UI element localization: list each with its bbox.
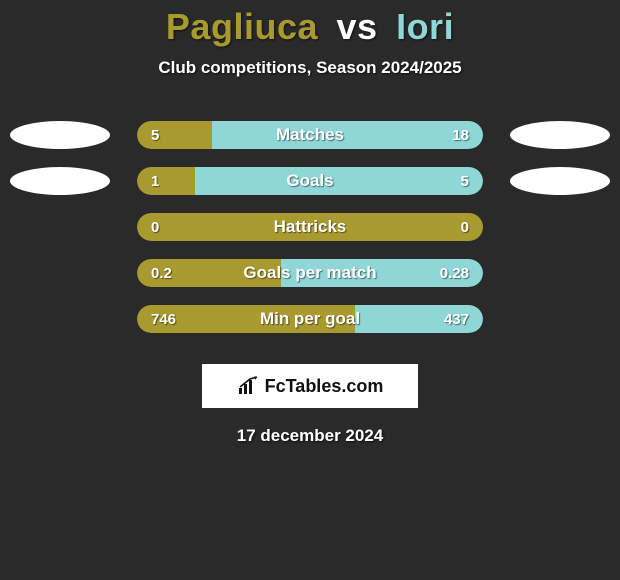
date-line: 17 december 2024 (0, 426, 620, 446)
brand-box: FcTables.com (202, 364, 418, 408)
stat-label: Hattricks (137, 213, 483, 241)
team-badge-left (10, 121, 110, 149)
team-badge-left (10, 167, 110, 195)
player1-name: Pagliuca (166, 6, 318, 47)
stat-label: Matches (137, 121, 483, 149)
team-badge-right (510, 167, 610, 195)
stat-row: 0.20.28Goals per match (0, 250, 620, 296)
stat-row: 518Matches (0, 112, 620, 158)
player2-name: Iori (396, 6, 454, 47)
chart-icon (237, 376, 261, 396)
stat-label: Goals (137, 167, 483, 195)
stat-bar: 746437Min per goal (137, 305, 483, 333)
page-title: Pagliuca vs Iori (0, 0, 620, 48)
stat-row: 00Hattricks (0, 204, 620, 250)
subtitle: Club competitions, Season 2024/2025 (0, 58, 620, 78)
stat-bar: 00Hattricks (137, 213, 483, 241)
vs-label: vs (337, 6, 378, 47)
stat-row: 746437Min per goal (0, 296, 620, 342)
stat-bar: 518Matches (137, 121, 483, 149)
stat-label: Min per goal (137, 305, 483, 333)
stat-bar: 15Goals (137, 167, 483, 195)
stat-label: Goals per match (137, 259, 483, 287)
stats-rows: 518Matches 15Goals 00Hattricks 0.20.28Goals… (0, 112, 620, 342)
stat-bar: 0.20.28Goals per match (137, 259, 483, 287)
stat-row: 15Goals (0, 158, 620, 204)
brand-text: FcTables.com (265, 376, 384, 397)
team-badge-right (510, 121, 610, 149)
